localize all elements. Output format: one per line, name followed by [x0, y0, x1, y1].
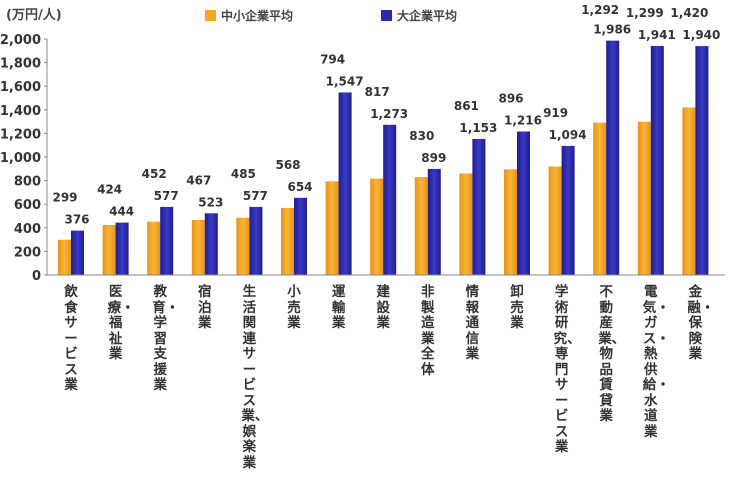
value-label-large: 1,273 — [370, 107, 408, 121]
y-tick-label: 0 — [32, 269, 41, 284]
value-label-large: 577 — [243, 189, 268, 203]
x-category-label: 宿泊業 — [198, 284, 212, 331]
value-label-sme: 1,299 — [626, 6, 664, 20]
y-tick-label: 1,400 — [0, 104, 41, 119]
y-tick-label: 1,800 — [0, 57, 41, 72]
bar-sme — [593, 122, 607, 275]
value-label-sme: 817 — [365, 85, 390, 99]
value-label-large: 899 — [421, 151, 446, 165]
bar-sme — [58, 239, 71, 275]
value-label-large: 1,940 — [682, 28, 720, 42]
y-tick-label: 400 — [14, 222, 41, 237]
value-label-sme: 568 — [275, 158, 300, 172]
x-category-label: 不動産業、物品賃貸業 — [598, 284, 626, 424]
bar-large — [472, 138, 486, 275]
bar-sme — [459, 173, 473, 275]
x-category-label: 情報通信業 — [465, 284, 480, 362]
legend-label-large: 大企業平均 — [397, 9, 458, 23]
bar-sme — [102, 224, 116, 275]
bar-sme — [236, 217, 250, 275]
bar-sme — [637, 121, 651, 275]
bar-large — [383, 124, 397, 275]
x-category-label: 小売業 — [287, 284, 301, 331]
bar-large — [517, 131, 530, 275]
value-label-sme: 794 — [320, 52, 345, 66]
value-label-sme: 424 — [97, 183, 122, 197]
value-label-large: 444 — [109, 205, 134, 219]
legend-item-sme: 中小企業平均 — [205, 7, 293, 24]
bar-sme — [370, 178, 384, 275]
bar-sme — [504, 169, 517, 275]
x-category-label: 医療・福祉業 — [107, 284, 135, 362]
bar-sme — [325, 181, 339, 275]
bar-sme — [682, 107, 696, 275]
y-tick-label: 1,600 — [0, 80, 41, 95]
x-category-label: 教育・学習支援業 — [152, 284, 180, 393]
y-axis-unit-label: (万円/人) — [6, 8, 62, 23]
bar-large — [650, 45, 664, 275]
bar-sme — [281, 207, 294, 275]
x-category-label: 運輸業 — [331, 284, 346, 331]
value-label-sme: 1,420 — [670, 6, 708, 20]
bar-large — [204, 213, 218, 275]
x-category-label: 卸売業 — [510, 284, 524, 331]
value-label-large: 1,153 — [459, 121, 497, 135]
value-label-sme: 485 — [231, 167, 256, 181]
value-label-large: 1,216 — [504, 114, 542, 128]
value-label-sme: 861 — [454, 99, 479, 113]
legend-swatch-sme — [205, 10, 216, 21]
legend-label-sme: 中小企業平均 — [221, 9, 294, 23]
value-label-large: 376 — [64, 213, 89, 227]
legend-item-large: 大企業平均 — [381, 7, 457, 24]
bar-sme — [147, 221, 161, 275]
value-label-large: 577 — [154, 189, 179, 203]
y-tick-label: 800 — [14, 175, 41, 190]
y-tick-label: 1,200 — [0, 127, 41, 142]
value-label-sme: 896 — [498, 92, 523, 106]
value-label-large: 1,941 — [638, 28, 676, 42]
legend-swatch-large — [381, 10, 392, 21]
bar-large — [427, 168, 441, 275]
bar-sme — [414, 177, 428, 275]
y-tick-label: 600 — [14, 198, 41, 213]
value-label-large: 654 — [287, 180, 312, 194]
x-category-label: 飲食サービス業 — [64, 284, 78, 393]
x-category-label: 金融・保険業 — [687, 284, 715, 362]
value-label-large: 1,094 — [549, 128, 587, 142]
x-category-label: 非製造業全体 — [421, 284, 435, 378]
y-tick-label: 1,000 — [0, 151, 41, 166]
x-category-label: 学術研究、専門サービス業 — [553, 284, 581, 455]
x-category-label: 電気・ガス・熱供給・水道業 — [642, 284, 670, 440]
value-label-large: 523 — [198, 195, 223, 209]
value-label-large: 1,986 — [593, 23, 631, 37]
y-tick-label: 2,000 — [0, 33, 41, 48]
x-category-label: 建設業 — [376, 284, 390, 331]
bar-large — [561, 145, 575, 275]
bar-large — [115, 222, 129, 275]
value-label-sme: 299 — [52, 191, 77, 205]
value-label-sme: 1,292 — [581, 3, 619, 17]
value-label-sme: 919 — [543, 106, 568, 120]
value-label-sme: 830 — [409, 129, 434, 143]
bar-large — [160, 206, 174, 275]
value-label-large: 1,547 — [326, 74, 364, 88]
value-label-sme: 452 — [142, 167, 167, 181]
x-category-label: 生活関連サービス業、娯楽業 — [241, 284, 269, 471]
bar-large — [606, 40, 620, 275]
bar-large — [71, 230, 84, 275]
bar-sme — [191, 219, 205, 275]
value-label-sme: 467 — [186, 173, 211, 187]
y-tick-label: 200 — [14, 245, 41, 260]
bar-large — [294, 197, 307, 275]
bar-sme — [548, 166, 562, 275]
bar-large — [249, 206, 263, 275]
bar-large — [695, 46, 709, 275]
bar-large — [338, 92, 352, 275]
